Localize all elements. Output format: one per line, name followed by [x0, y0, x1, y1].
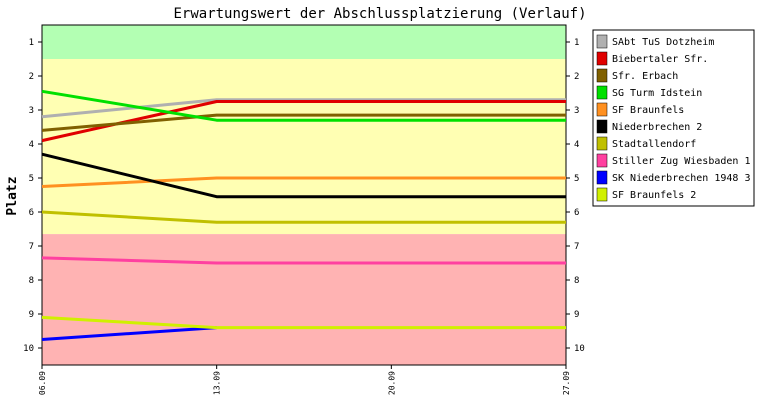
y-tick-label-right: 1	[574, 38, 579, 48]
y-tick-label-left: 3	[29, 106, 34, 116]
legend-label-0: SAbt TuS Dotzheim	[612, 37, 714, 48]
legend-label-7: Stiller Zug Wiesbaden 1	[612, 156, 750, 167]
legend-label-2: Sfr. Erbach	[612, 71, 678, 82]
y-tick-label-right: 5	[574, 174, 579, 184]
y-tick-label-right: 6	[574, 208, 579, 218]
series-line-4	[41, 176, 566, 188]
y-tick-label-right: 9	[574, 310, 579, 320]
x-tick-label: 27.09	[562, 371, 571, 395]
legend-label-6: Stadtallendorf	[612, 139, 696, 150]
legend-label-1: Biebertaler Sfr.	[612, 54, 708, 65]
band-0	[42, 25, 566, 59]
series-line-9	[41, 315, 566, 330]
y-tick-label-left: 5	[29, 174, 34, 184]
legend-swatch-8	[596, 170, 608, 185]
legend-box	[592, 29, 755, 207]
background-bands	[42, 25, 566, 365]
series-line-0	[41, 98, 566, 119]
legend-swatch-2	[596, 68, 608, 83]
legend-swatch-4	[596, 102, 608, 117]
legend-swatch-3	[596, 85, 608, 100]
band-1	[42, 59, 566, 235]
series-line-3	[41, 89, 566, 122]
legend-label-9: SF Braunfels 2	[612, 190, 696, 201]
series-line-2	[41, 113, 566, 132]
series-line-1	[41, 100, 566, 143]
series-lines	[41, 89, 566, 341]
y-tick-label-left: 1	[29, 38, 34, 48]
legend-swatch-6	[596, 136, 608, 151]
plot-frame	[41, 24, 567, 366]
tick-labels: 1 1 2 2 3 3 4 4 5 5 6 6 7 7 8 8 9 9 10 10 06.09 13.09 20.09 27.…	[23, 38, 585, 395]
legend-label-4: SF Braunfels	[612, 105, 684, 116]
y-tick-label-left: 6	[29, 208, 34, 218]
legend: SAbt TuS Dotzheim Biebertaler Sfr. Sfr. Er…	[592, 29, 755, 207]
legend-label-3: SG Turm Idstein	[612, 88, 702, 99]
y-tick-label-right: 8	[574, 276, 579, 286]
series-line-5	[41, 152, 566, 199]
y-tick-label-right: 10	[574, 344, 585, 354]
legend-swatch-5	[596, 119, 608, 134]
y-tick-label-right: 2	[574, 72, 579, 82]
series-line-7	[41, 256, 566, 265]
y-tick-label-left: 2	[29, 72, 34, 82]
band-2	[42, 234, 566, 365]
y-tick-label-left: 10	[23, 344, 34, 354]
series-line-8	[41, 326, 217, 341]
legend-swatch-9	[596, 187, 608, 202]
y-tick-label-right: 3	[574, 106, 579, 116]
x-tick-label: 20.09	[387, 371, 396, 395]
x-tick-label: 06.09	[38, 371, 47, 395]
legend-swatch-7	[596, 153, 608, 168]
x-tick-label: 13.09	[213, 371, 222, 395]
y-tick-label-left: 7	[29, 242, 34, 252]
y-tick-label-left: 9	[29, 310, 34, 320]
y-axis-label: Platz	[5, 176, 20, 215]
legend-label-5: Niederbrechen 2	[612, 122, 702, 133]
legend-swatch-1	[596, 51, 608, 66]
series-line-6	[41, 210, 566, 224]
y-tick-label-left: 8	[29, 276, 34, 286]
y-tick-label-left: 4	[29, 140, 34, 150]
y-tick-label-right: 4	[574, 140, 579, 150]
y-tick-label-right: 7	[574, 242, 579, 252]
chart-title: Erwartungswert der Abschlussplatzierung …	[173, 6, 586, 22]
legend-label-8: SK Niederbrechen 1948 3	[612, 173, 750, 184]
axes	[38, 24, 570, 369]
legend-swatch-0	[596, 34, 608, 49]
